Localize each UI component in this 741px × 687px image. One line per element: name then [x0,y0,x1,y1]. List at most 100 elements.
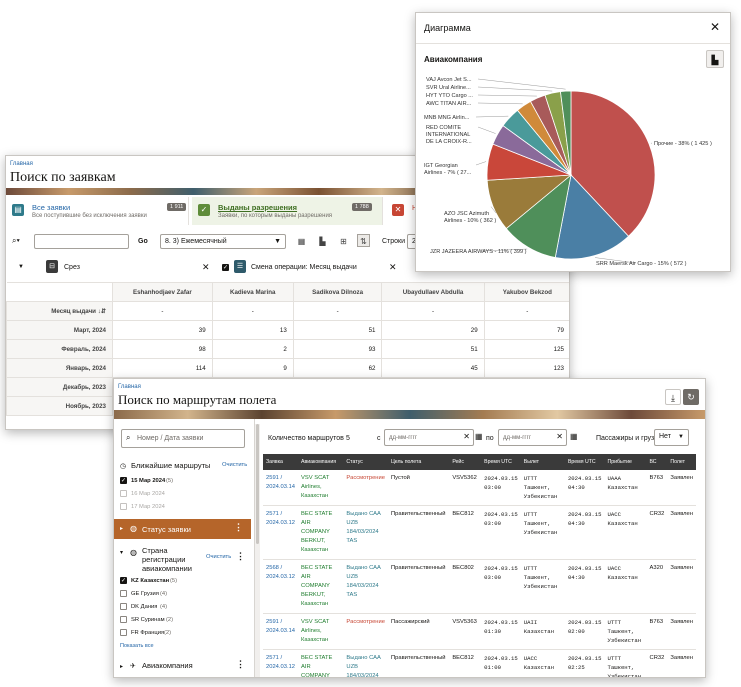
document-icon: ▤ [12,204,24,216]
pie-slice[interactable] [554,174,630,260]
search-input[interactable] [34,234,129,249]
filter-checkbox[interactable]: ✓ [120,577,127,584]
clear-link[interactable]: Очистить [206,554,232,560]
search-icon: ⌕ [126,433,131,442]
sort-icon[interactable]: ↓⇵ [97,307,106,315]
table-row[interactable]: 2568 / 2024.03.12 BEC STATE AIR COMPANY B… [263,559,696,614]
download-icon[interactable]: ⤓ [665,389,681,405]
filter-checkbox[interactable] [120,590,127,597]
row-header: Февраль, 2024 [6,339,113,359]
more-icon[interactable]: ⋮ [236,551,245,561]
table-cell: 13 [211,320,294,340]
scrollbar-thumb[interactable] [256,424,259,544]
filter-checkbox[interactable] [120,490,127,497]
grid-view-icon[interactable]: ▦ [297,237,306,246]
card-all-requests[interactable]: ▤ Все заявки Все поступившие без исключе… [6,197,189,225]
slice-label: VAJ Avcon Jet S... [426,77,472,83]
close-icon[interactable]: ✕ [709,20,720,34]
card-rejected[interactable]: ✕ Не [386,197,422,225]
filter-option: 17 Мар 2024 [131,504,165,510]
filter-option: KZ Казахстан [131,578,170,584]
column-header[interactable]: Прибытие [604,454,647,470]
collapse-icon[interactable]: ▼ [18,264,24,270]
column-header[interactable]: Заявка [263,454,299,470]
table-cell: 98 [112,339,213,359]
remove-filter-icon[interactable]: ✕ [389,262,397,272]
breadcrumb[interactable]: Главная [10,161,33,167]
date-from-input[interactable]: дд-мм-гггг ✕ [384,429,474,446]
filter-checkbox[interactable] [120,603,127,610]
table-cell-fl: Заявлен [667,470,696,506]
bar-chart-icon[interactable]: ▙ [319,237,326,246]
bar-chart-icon[interactable]: ▙ [706,50,724,68]
calendar-icon[interactable]: ▦ [570,432,578,441]
slice-label: SVR Ural Airline... [426,85,471,91]
column-header[interactable]: Время UTC [481,454,521,470]
remove-filter-icon[interactable]: ✕ [202,262,210,272]
filter-checkbox[interactable] [120,503,127,510]
table-cell-purpose: Правительственный [387,649,450,677]
column-header[interactable]: Eshanhodjaev Zafar [112,282,213,302]
column-header[interactable]: Kadieva Marina [211,282,294,302]
chevron-down-icon[interactable]: ▾ [120,550,124,556]
pivot-icon[interactable]: ⊞ [340,237,347,246]
column-header[interactable]: Вылет [520,454,565,470]
search-icon[interactable]: ⌕▾ [12,236,20,245]
column-header[interactable]: ВС [646,454,668,470]
filter-checkbox[interactable] [120,629,127,636]
table-cell-status: Выдано САА UZB 184/03/2024 TAS [343,559,388,614]
column-header[interactable]: Ubaydullaev Abdulla [381,282,485,302]
clear-link[interactable]: Очистить [222,462,248,468]
table-cell-req[interactable]: 2591 / 2024.03.14 [263,470,299,506]
chevron-right-icon[interactable]: ▸ [120,664,124,670]
table-row[interactable]: 2591 / 2024.03.14 VSV SCAT Airlines, Каза… [263,470,696,506]
divider [416,43,730,44]
table-cell-req[interactable]: 2591 / 2024.03.14 [263,613,299,650]
table-cell-req[interactable]: 2568 / 2024.03.12 [263,559,299,614]
refresh-icon[interactable]: ↻ [683,389,699,405]
go-button[interactable]: Go [138,238,148,245]
status-section-header[interactable]: ▸ ◍ Статус заявки ⋮ [114,519,251,539]
column-header[interactable]: Цель полета [387,454,450,470]
more-icon[interactable]: ⋮ [234,522,243,532]
section-title: авиакомпании [142,564,192,573]
table-cell-arr-time: 2024.03.15 02:25 [564,649,605,677]
scrollbar[interactable] [255,424,260,677]
date-to-input[interactable]: дд-мм-гггг ✕ [498,429,567,446]
pie-slice[interactable] [560,90,572,176]
clear-icon[interactable]: ✕ [463,432,470,441]
pie-slice[interactable] [570,90,656,237]
show-all-link[interactable]: Показать все [120,643,154,649]
calendar-icon: ◷ [120,463,127,470]
column-header[interactable]: Время UTC [564,454,605,470]
breadcrumb[interactable]: Главная [118,384,141,390]
column-header[interactable]: Sadikova Dilnoza [292,282,383,302]
table-cell-dep-time: 2024.03.15 01:00 [481,649,521,677]
report-select[interactable]: 8. 3) Ежемесячный ▼ [160,234,286,249]
column-header[interactable]: Yakubov Bekzod [483,282,569,302]
chart-subtitle: Авиакомпания [424,55,483,64]
table-cell-req[interactable]: 2571 / 2024.03.12 [263,505,299,560]
more-icon[interactable]: ⋮ [236,659,245,669]
pax-select[interactable]: Нет ▼ [654,429,689,446]
header-row: Eshanhodjaev Zafar Kadieva Marina Sadiko… [6,282,569,302]
filter-checkbox[interactable]: ✓ [222,264,229,271]
column-header[interactable]: Статус [343,454,388,470]
column-header[interactable]: Полет [667,454,696,470]
column-header[interactable]: Рейс [449,454,482,470]
search-input[interactable]: ⌕ Номер / Дата заявки [121,429,245,448]
card-permits-issued[interactable]: ✓ Выданы разрешения Заявки, по которым в… [192,197,383,225]
table-cell-fl: Заявлен [667,559,696,614]
filter-checkbox[interactable] [120,616,127,623]
filter-checkbox[interactable]: ✓ [120,477,127,484]
table-row[interactable]: 2591 / 2024.03.14 VSV SCAT Airlines, Каза… [263,613,696,650]
clear-icon[interactable]: ✕ [556,432,563,441]
calendar-icon[interactable]: ▦ [475,432,483,441]
table-cell-req[interactable]: 2571 / 2024.03.12 [263,649,299,677]
column-header[interactable]: Авиакомпания [298,454,344,470]
pivot-settings-icon[interactable]: ⇅ [357,234,370,247]
table-cell: 39 [112,320,213,340]
table-cell-purpose: Пустой [387,470,450,506]
